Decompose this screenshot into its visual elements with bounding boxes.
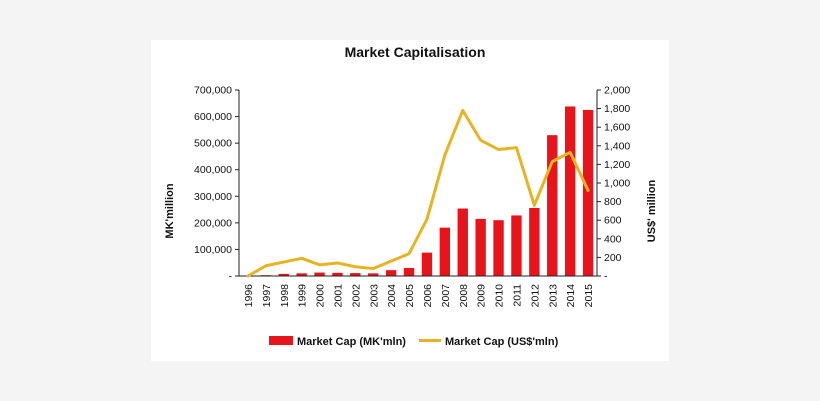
bar-2000 — [314, 272, 325, 276]
bar-2010 — [493, 220, 504, 276]
line-point-2010 — [497, 148, 500, 151]
x-tick-label-2000: 2000 — [315, 284, 327, 308]
bar-2008 — [457, 208, 468, 276]
right-tick-label: 200 — [604, 252, 622, 264]
x-tick-label-2015: 2015 — [583, 284, 595, 308]
bar-2009 — [475, 218, 486, 276]
line-point-2002 — [354, 265, 357, 268]
x-tick-label-2005: 2005 — [404, 284, 416, 308]
right-tick-label: - — [604, 271, 608, 283]
usd-market-cap-line — [246, 108, 590, 278]
line-point-1996 — [247, 275, 249, 277]
x-tick-label-1998: 1998 — [279, 284, 291, 308]
legend-label-bar: Market Cap (MK'mln) — [297, 336, 406, 348]
bar-2004 — [385, 270, 397, 276]
line-point-2006 — [426, 218, 428, 221]
bar-2013 — [547, 135, 558, 276]
line-point-1998 — [282, 261, 285, 263]
bar-2014 — [564, 106, 576, 276]
right-tick-label: 800 — [604, 196, 622, 208]
bar-2002 — [350, 273, 361, 276]
left-axis-label: MK'million — [164, 183, 176, 238]
bar-1999 — [296, 273, 307, 276]
line-point-2001 — [336, 262, 339, 264]
left-tick-label: 400,000 — [194, 164, 232, 176]
x-tick-label-2013: 2013 — [547, 284, 559, 308]
bar-series — [242, 106, 594, 277]
x-tick-label-2009: 2009 — [476, 284, 488, 308]
bar-2015 — [582, 109, 594, 277]
chart-title: Market Capitalisation — [345, 44, 486, 60]
x-tick-label-2002: 2002 — [350, 284, 362, 308]
left-tick-label: 700,000 — [194, 85, 232, 97]
left-tick-label: 600,000 — [194, 111, 232, 123]
x-tick-label-1996: 1996 — [243, 284, 255, 308]
line-point-2005 — [408, 252, 410, 255]
x-tick-label-2004: 2004 — [386, 284, 398, 308]
bar-2003 — [368, 273, 379, 276]
market-cap-chart: Market Capitalisation MK'million US$' mi… — [164, 44, 658, 348]
legend: Market Cap (MK'mln) Market Cap (US$'mln) — [269, 336, 559, 348]
right-tick-label: 1,800 — [604, 103, 630, 115]
line-point-2009 — [479, 139, 482, 142]
x-tick-label-2008: 2008 — [458, 284, 470, 308]
line-series — [246, 108, 590, 278]
line-point-1997 — [265, 264, 267, 267]
right-tick-label: 1,000 — [604, 178, 630, 190]
legend-swatch-bar — [269, 336, 293, 345]
x-tick-label-1997: 1997 — [261, 284, 273, 308]
line-point-2015 — [587, 189, 589, 192]
right-tick-label: 400 — [604, 233, 622, 245]
line-point-2000 — [318, 264, 321, 266]
x-tick-label-2003: 2003 — [368, 284, 380, 308]
bar-2005 — [403, 268, 415, 276]
line-point-2011 — [515, 146, 518, 149]
line-point-1999 — [300, 257, 303, 260]
bar-2011 — [511, 215, 522, 276]
line-point-2007 — [444, 154, 446, 156]
bar-2001 — [332, 272, 343, 276]
line-point-2003 — [372, 267, 375, 270]
bar-2012 — [529, 207, 540, 276]
left-tick-label: 500,000 — [194, 138, 232, 150]
bar-2006 — [421, 252, 433, 276]
right-tick-label: 2,000 — [604, 85, 630, 97]
right-axis-label: US$' million — [646, 179, 658, 242]
bar-1998 — [278, 273, 289, 276]
x-tick-label-2006: 2006 — [422, 284, 434, 308]
x-tick-label-2001: 2001 — [332, 284, 344, 308]
right-axis-ticks: - 200 400 600 800 1,000 1,200 1,400 1,600 1,800 2,… — [597, 85, 630, 283]
line-point-2008 — [461, 109, 464, 112]
line-point-2014 — [569, 151, 571, 154]
line-point-2012 — [533, 204, 536, 207]
x-tick-label-2012: 2012 — [529, 284, 541, 308]
x-tick-label-2010: 2010 — [494, 284, 506, 308]
right-tick-label: 600 — [604, 215, 622, 227]
line-point-2004 — [390, 260, 392, 262]
right-tick-label: 1,200 — [604, 159, 630, 171]
left-tick-label: 100,000 — [194, 244, 232, 256]
bar-2007 — [439, 227, 451, 276]
right-tick-label: 1,600 — [604, 122, 630, 134]
left-tick-label: - — [229, 271, 233, 283]
chart-card: Market Capitalisation MK'million US$' mi… — [151, 40, 669, 361]
left-tick-label: 300,000 — [194, 191, 232, 203]
right-tick-label: 1,400 — [604, 140, 630, 152]
x-tick-label-2014: 2014 — [565, 284, 577, 308]
left-tick-label: 200,000 — [194, 217, 232, 229]
legend-label-line: Market Cap (US$'mln) — [445, 336, 559, 348]
x-tick-label-1999: 1999 — [297, 284, 309, 308]
x-tick-label-2011: 2011 — [511, 284, 523, 307]
line-point-2013 — [551, 160, 554, 163]
x-tick-label-2007: 2007 — [440, 284, 452, 308]
left-axis-ticks: - 100,000 200,000 300,000 400,000 500,000 600,… — [194, 85, 239, 283]
x-axis-ticks: 1996 1997 1998 1999 2000 2001 2002 2003 2004 2005… — [243, 284, 595, 308]
